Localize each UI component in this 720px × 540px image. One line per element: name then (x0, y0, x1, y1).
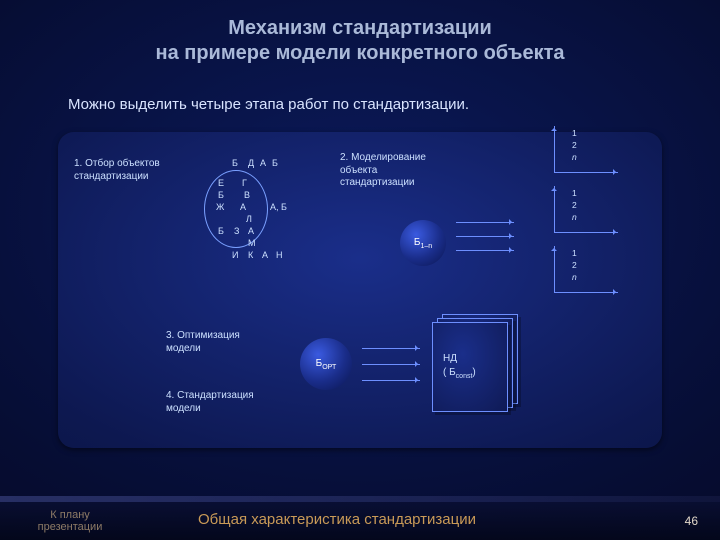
axis-tick-label: 2 (572, 140, 577, 150)
slide: Механизм стандартизации на примере модел… (0, 0, 720, 540)
arrow (456, 250, 514, 251)
slide-subtitle: Можно выделить четыре этапа работ по ста… (68, 96, 469, 113)
page-number: 46 (685, 514, 698, 528)
arrow (362, 348, 420, 349)
arrow (456, 222, 514, 223)
axis-tick-label: n (572, 152, 577, 162)
axis-vertical (554, 246, 555, 292)
step1-letter: А (260, 158, 266, 168)
title-line1: Механизм стандартизации (228, 17, 492, 39)
step2-node-label: Б1–n (414, 237, 432, 250)
plan-link[interactable]: К плану презентации (14, 509, 126, 534)
doc-label1: НД (443, 353, 457, 364)
step1-letter: Б (232, 158, 238, 168)
step3-label: 3. Оптимизация модели (166, 330, 276, 355)
step1-letter: А (262, 250, 268, 260)
step3-node: БОРТ (300, 338, 352, 390)
slide-title: Механизм стандартизации на примере модел… (0, 16, 720, 66)
step1-letter: Б (218, 190, 224, 200)
axis-tick-label: 2 (572, 260, 577, 270)
step1-letter: К (248, 250, 253, 260)
axis-vertical (554, 186, 555, 232)
doc-card-front: НД ( Бconst) (432, 322, 508, 412)
step1-ellipse (204, 170, 268, 248)
arrow (456, 236, 514, 237)
step1-letter: Д (248, 158, 254, 168)
axis-horizontal (554, 232, 618, 233)
step1-letter: Н (276, 250, 283, 260)
axis-vertical (554, 126, 555, 172)
step1-label: 1. Отбор объектов стандартизации (74, 158, 194, 183)
step4-label: 4. Стандартизация модели (166, 390, 286, 415)
step1-letter: З (234, 226, 239, 236)
step2-node: Б1–n (400, 220, 446, 266)
axis-tick-label: n (572, 272, 577, 282)
axis-tick-label: 1 (572, 128, 577, 138)
step1-letter: В (244, 190, 250, 200)
step1-letter: Б (218, 226, 224, 236)
axis-tick-label: n (572, 212, 577, 222)
step1-letter: А, Б (270, 202, 287, 212)
step1-letter: А (240, 202, 246, 212)
axis-horizontal (554, 292, 618, 293)
arrow (362, 364, 420, 365)
axis-tick-label: 1 (572, 188, 577, 198)
step1-letter: А (248, 226, 254, 236)
step1-letter: М (248, 238, 256, 248)
section-name: Общая характеристика стандартизации (198, 511, 476, 528)
step1-letter: Л (246, 214, 252, 224)
step3-node-label: БОРТ (316, 358, 337, 371)
title-line2: на примере модели конкретного объекта (155, 42, 564, 64)
step1-letter: Ж (216, 202, 224, 212)
step1-letter: Г (242, 178, 247, 188)
doc-label2: ( Бconst) (443, 367, 476, 380)
footer: К плану презентации Общая характеристика… (0, 492, 720, 540)
axis-tick-label: 2 (572, 200, 577, 210)
step1-letter: И (232, 250, 238, 260)
arrow (362, 380, 420, 381)
axis-tick-label: 1 (572, 248, 577, 258)
axis-horizontal (554, 172, 618, 173)
step1-letter: Б (272, 158, 278, 168)
content-panel: 1. Отбор объектов стандартизации БДАБЕГБ… (58, 132, 662, 448)
step2-label: 2. Моделирование объекта стандартизации (340, 152, 460, 190)
step1-letter: Е (218, 178, 224, 188)
